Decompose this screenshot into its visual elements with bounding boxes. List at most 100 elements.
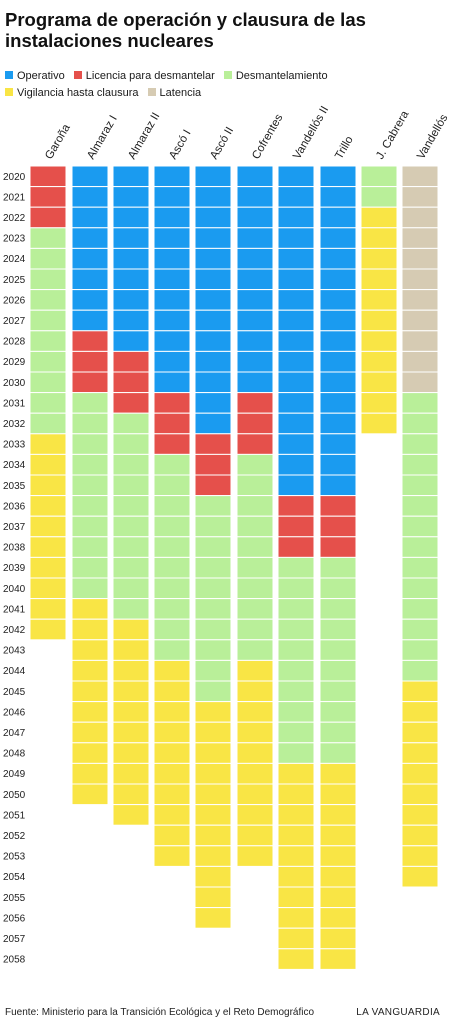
cell-almaraz-ii-2041 (112, 598, 150, 620)
cell-asc-i-2022 (153, 206, 191, 229)
cell-asc-i-2038 (153, 536, 191, 558)
cell-asc-ii-2031 (194, 392, 232, 414)
cell-trillo-2047 (319, 721, 357, 744)
source-note: Fuente: Ministerio para la Transición Ec… (5, 1007, 315, 1018)
cell-j-cabrera-2026 (360, 289, 398, 311)
cell-asc-i-2046 (153, 701, 191, 723)
cell-garo-a-2040 (29, 577, 67, 600)
cell-vandell-s-2022 (401, 206, 439, 229)
cell-almaraz-i-2041 (71, 598, 109, 620)
cell-vandell-s-ii-2050 (277, 783, 315, 806)
cell-asc-ii-2037 (194, 515, 232, 538)
cell-almaraz-ii-2020 (112, 165, 150, 188)
cell-asc-i-2024 (153, 247, 191, 270)
cell-garo-a-2038 (29, 536, 67, 558)
year-label-2035: 2035 (3, 481, 26, 492)
cell-vandell-s-ii-2048 (277, 742, 315, 764)
cell-vandell-s-ii-2046 (277, 701, 315, 723)
cell-asc-ii-2029 (194, 350, 232, 373)
cell-almaraz-i-2048 (71, 742, 109, 764)
cell-cofrentes-2040 (236, 577, 274, 600)
cell-vandell-s-2042 (401, 618, 439, 641)
cell-asc-ii-2035 (194, 474, 232, 497)
cell-asc-i-2030 (153, 371, 191, 394)
plant-label: Vandellós (415, 112, 449, 161)
year-label-2045: 2045 (3, 687, 26, 698)
cell-cofrentes-2027 (236, 309, 274, 332)
cell-almaraz-ii-2039 (112, 556, 150, 579)
cell-asc-i-2026 (153, 289, 191, 311)
legend-label: Latencia (159, 87, 202, 99)
cell-trillo-2041 (319, 598, 357, 620)
cell-almaraz-i-2032 (71, 412, 109, 435)
cell-asc-ii-2021 (194, 186, 232, 208)
cell-vandell-s-2041 (401, 598, 439, 620)
cell-almaraz-i-2028 (71, 330, 109, 352)
cell-asc-ii-2056 (194, 907, 232, 929)
plant-label: Trillo (333, 134, 356, 161)
cell-trillo-2046 (319, 701, 357, 723)
cell-vandell-s-2031 (401, 392, 439, 414)
cell-cofrentes-2039 (236, 556, 274, 579)
cell-asc-ii-2044 (194, 659, 232, 682)
cell-almaraz-ii-2025 (112, 268, 150, 291)
cell-asc-ii-2047 (194, 721, 232, 744)
year-label-2056: 2056 (3, 913, 26, 924)
year-label-2043: 2043 (3, 646, 26, 657)
cell-trillo-2029 (319, 350, 357, 373)
cell-almaraz-i-2047 (71, 721, 109, 744)
cell-trillo-2022 (319, 206, 357, 229)
cell-almaraz-ii-2021 (112, 186, 150, 208)
cell-cofrentes-2046 (236, 701, 274, 723)
plant-label: Garoña (43, 122, 73, 162)
cell-asc-i-2050 (153, 783, 191, 806)
cell-vandell-s-ii-2024 (277, 247, 315, 270)
cell-vandell-s-ii-2034 (277, 453, 315, 476)
cell-j-cabrera-2020 (360, 165, 398, 188)
cell-vandell-s-ii-2027 (277, 309, 315, 332)
cell-vandell-s-ii-2049 (277, 762, 315, 785)
cell-cofrentes-2038 (236, 536, 274, 558)
year-label-2033: 2033 (3, 440, 26, 451)
cell-vandell-s-ii-2053 (277, 845, 315, 867)
cell-garo-a-2036 (29, 495, 67, 517)
cell-asc-i-2036 (153, 495, 191, 517)
cell-asc-i-2020 (153, 165, 191, 188)
year-label-2038: 2038 (3, 543, 26, 554)
cell-trillo-2058 (319, 948, 357, 970)
cell-trillo-2056 (319, 907, 357, 929)
cell-trillo-2033 (319, 433, 357, 455)
cell-vandell-s-2021 (401, 186, 439, 208)
cell-vandell-s-ii-2044 (277, 659, 315, 682)
cell-vandell-s-ii-2058 (277, 948, 315, 970)
cell-cofrentes-2048 (236, 742, 274, 764)
cell-almaraz-i-2039 (71, 556, 109, 579)
cell-asc-i-2037 (153, 515, 191, 538)
cell-garo-a-2034 (29, 453, 67, 476)
cell-asc-ii-2050 (194, 783, 232, 806)
cell-vandell-s-2035 (401, 474, 439, 497)
cell-almaraz-i-2046 (71, 701, 109, 723)
brand-logo-text: LA VANGUARDIA (356, 1007, 440, 1018)
cell-almaraz-ii-2027 (112, 309, 150, 332)
cell-cofrentes-2050 (236, 783, 274, 806)
year-label-2040: 2040 (3, 584, 26, 595)
year-label-2039: 2039 (3, 563, 26, 574)
cell-asc-ii-2024 (194, 247, 232, 270)
cell-trillo-2037 (319, 515, 357, 538)
cell-vandell-s-2027 (401, 309, 439, 332)
cell-asc-ii-2026 (194, 289, 232, 311)
cell-almaraz-ii-2038 (112, 536, 150, 558)
cell-asc-ii-2028 (194, 330, 232, 352)
cell-asc-i-2034 (153, 453, 191, 476)
cell-asc-i-2032 (153, 412, 191, 435)
cell-almaraz-ii-2050 (112, 783, 150, 806)
cell-almaraz-i-2020 (71, 165, 109, 188)
cell-vandell-s-2048 (401, 742, 439, 764)
cell-trillo-2040 (319, 577, 357, 600)
cell-trillo-2048 (319, 742, 357, 764)
cell-asc-ii-2051 (194, 804, 232, 826)
cell-asc-ii-2041 (194, 598, 232, 620)
legend-item-latencia: Latencia (147, 85, 202, 102)
plant-label: Almaraz I (85, 113, 120, 161)
